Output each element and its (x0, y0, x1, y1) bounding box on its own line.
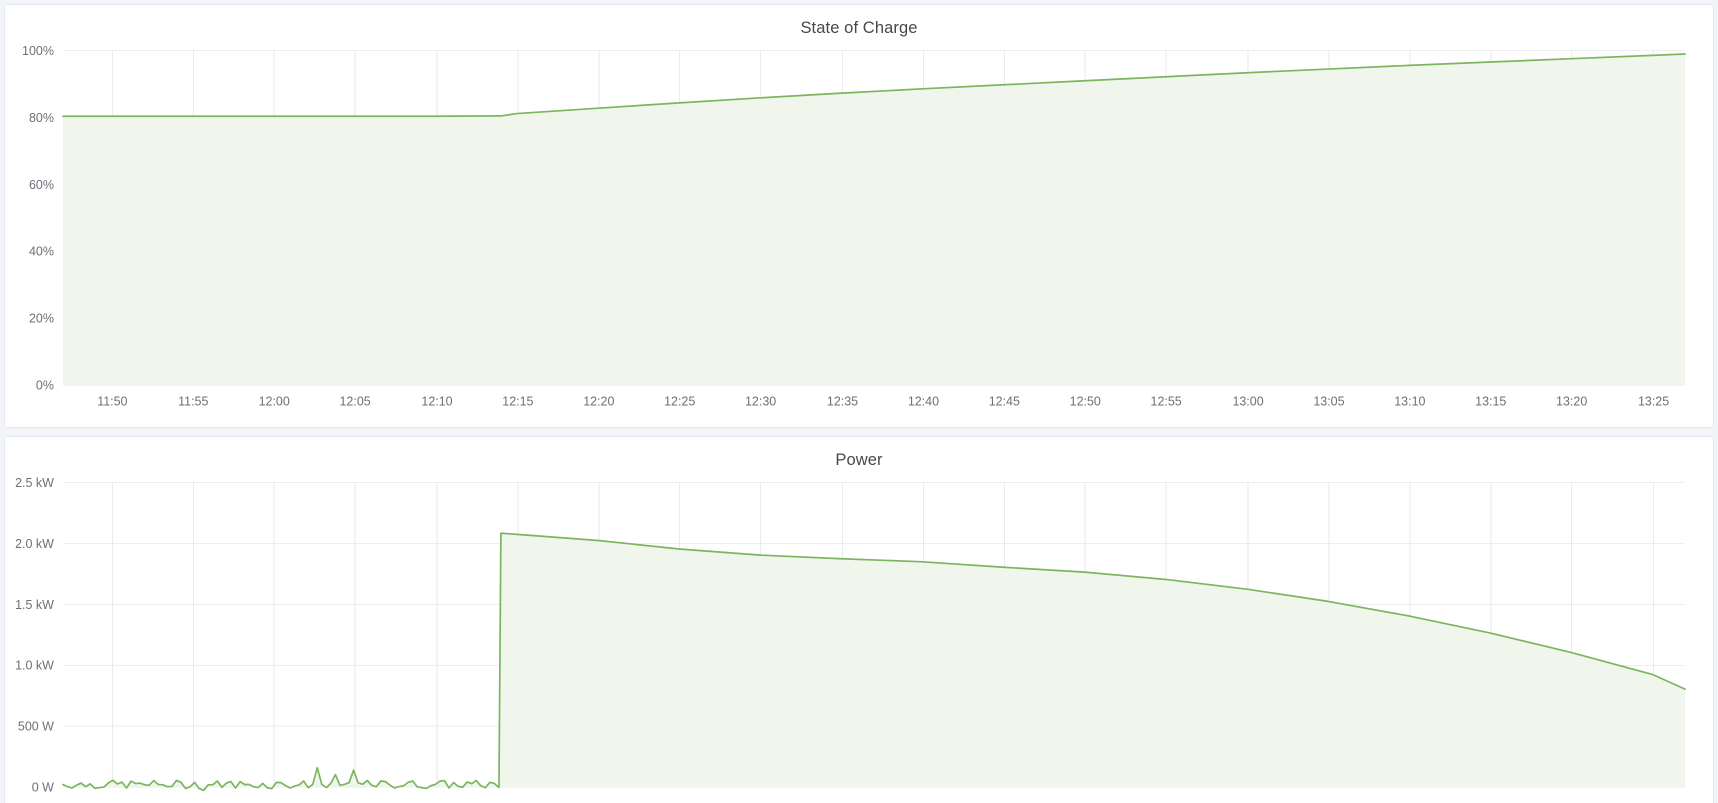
chart-card-power: Power 0 W 500 W 1.0 kW 1.5 kW 2.0 kW 2.5 kW (4, 436, 1714, 803)
y-axis-tick-label: 60% (29, 178, 54, 192)
x-axis-tick-label: 13:05 (1313, 395, 1344, 409)
x-axis-tick-label: 12:55 (1151, 395, 1182, 409)
x-axis-tick-label: 12:50 (1070, 395, 1101, 409)
chart-card-state-of-charge: State of Charge 0% 20% 40% 60% 80% 100% 11:50 1… (4, 4, 1714, 428)
series-line (62, 532, 1686, 792)
x-axis-tick-label: 12:25 (664, 395, 695, 409)
x-axis-tick-label: 12:05 (339, 395, 370, 409)
x-axis-tick-label: 12:40 (908, 395, 939, 409)
x-axis-tick-label: 11:55 (178, 395, 208, 409)
x-axis-tick-label: 12:45 (989, 395, 1020, 409)
y-axis-tick-label: 80% (29, 111, 54, 125)
y-axis-tick-label: 2.5 kW (15, 476, 54, 490)
x-axis-tick-label: 13:15 (1475, 395, 1506, 409)
y-axis-tick-label: 1.0 kW (15, 659, 54, 673)
x-axis-tick-label: 12:20 (583, 395, 614, 409)
chart-title-state-of-charge: State of Charge (800, 19, 918, 37)
x-axis-tick-label: 13:00 (1232, 395, 1263, 409)
x-axis-tick-label: 11:50 (97, 395, 127, 409)
x-axis-tick-label: 13:25 (1638, 395, 1669, 409)
chart-plot-state-of-charge[interactable]: 0% 20% 40% 60% 80% 100% 11:50 11:55 12:00 12:05 12… (5, 38, 1713, 423)
x-axis-tick-label: 12:15 (502, 395, 533, 409)
chart-title-power: Power (835, 451, 883, 469)
x-axis-tick-label: 12:00 (259, 395, 290, 409)
series-area-fill (62, 54, 1686, 385)
state-of-charge-svg: 0% 20% 40% 60% 80% 100% 11:50 11:55 12:00 12:05 12… (22, 44, 1686, 409)
y-axis-tick-label: 20% (29, 312, 54, 326)
y-axis-tick-label: 500 W (18, 720, 54, 734)
y-axis-tick-label: 2.0 kW (15, 537, 54, 551)
x-axis-tick-label: 13:20 (1556, 395, 1587, 409)
series-line (62, 53, 1686, 118)
y-axis-tick-label: 0 W (32, 781, 54, 795)
x-axis-tick-label: 12:10 (421, 395, 452, 409)
y-axis-tick-label: 0% (36, 379, 54, 393)
y-axis-tick-label: 40% (29, 245, 54, 259)
y-axis-tick-label: 100% (22, 44, 54, 58)
x-axis-tick-label: 12:35 (827, 395, 858, 409)
chart-plot-power[interactable]: 0 W 500 W 1.0 kW 1.5 kW 2.0 kW 2.5 kW (5, 470, 1713, 803)
y-axis-tick-label: 1.5 kW (15, 598, 54, 612)
series-area-fill (62, 533, 1686, 791)
x-axis-tick-label: 12:30 (745, 395, 776, 409)
x-axis-tick-label: 13:10 (1394, 395, 1425, 409)
power-svg: 0 W 500 W 1.0 kW 1.5 kW 2.0 kW 2.5 kW (15, 476, 1686, 795)
